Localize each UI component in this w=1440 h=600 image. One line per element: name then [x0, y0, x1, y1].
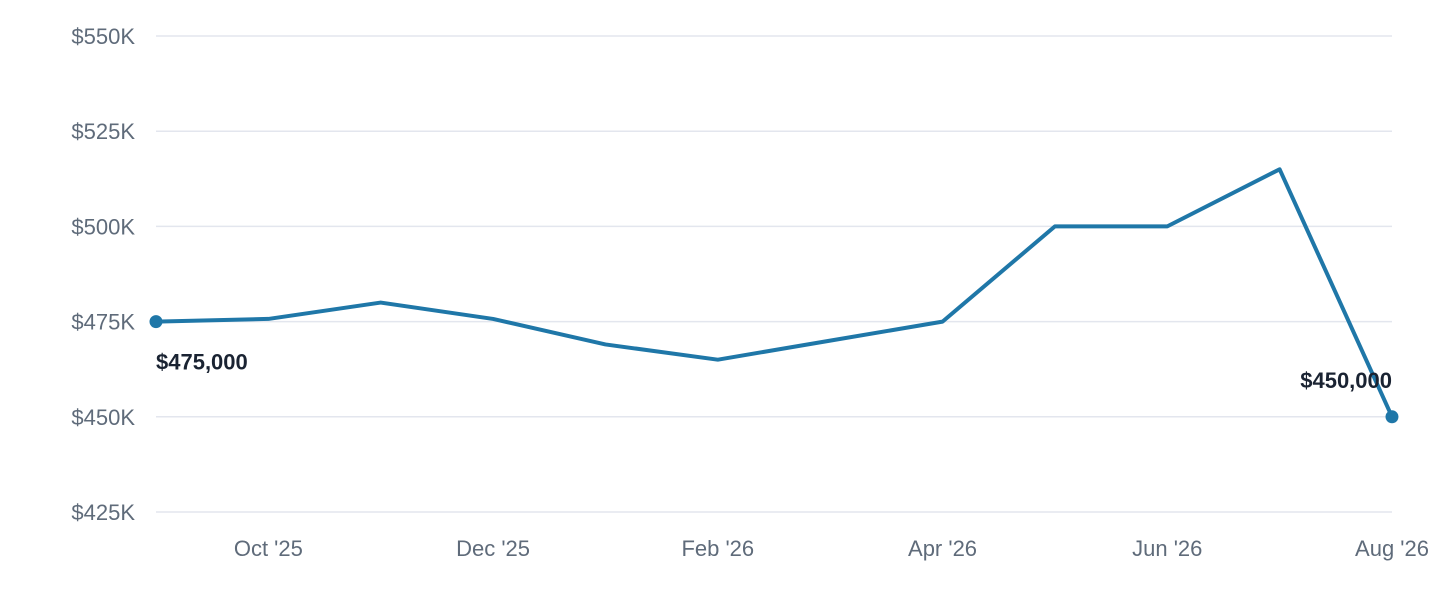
x-axis: Oct '25 Dec '25 Feb '26 Apr '26 Jun '26 Aug '…	[234, 536, 1429, 561]
y-axis: $425K $450K $475K $500K $525K $550K	[71, 24, 135, 525]
data-label: $475,000	[156, 350, 248, 375]
y-tick-label: $425K	[71, 500, 135, 525]
x-tick-label: Dec '25	[456, 536, 530, 561]
x-tick-label: Apr '26	[908, 536, 977, 561]
y-tick-label: $500K	[71, 214, 135, 239]
endpoint-marker	[1385, 410, 1399, 424]
x-tick-label: Feb '26	[681, 536, 754, 561]
series-layer	[154, 167, 1394, 419]
y-tick-label: $550K	[71, 24, 135, 49]
series-line	[154, 167, 1394, 419]
y-tick-label: $525K	[71, 119, 135, 144]
data-label: $450,000	[1300, 368, 1392, 393]
grid-layer	[156, 35, 1392, 513]
x-tick-label: Jun '26	[1132, 536, 1202, 561]
y-tick-label: $475K	[71, 310, 135, 335]
y-tick-label: $450K	[71, 405, 135, 430]
endpoint-marker	[149, 315, 163, 329]
x-tick-label: Oct '25	[234, 536, 303, 561]
annotation-layer: $475,000 $450,000	[149, 315, 1399, 424]
x-tick-label: Aug '26	[1355, 536, 1429, 561]
